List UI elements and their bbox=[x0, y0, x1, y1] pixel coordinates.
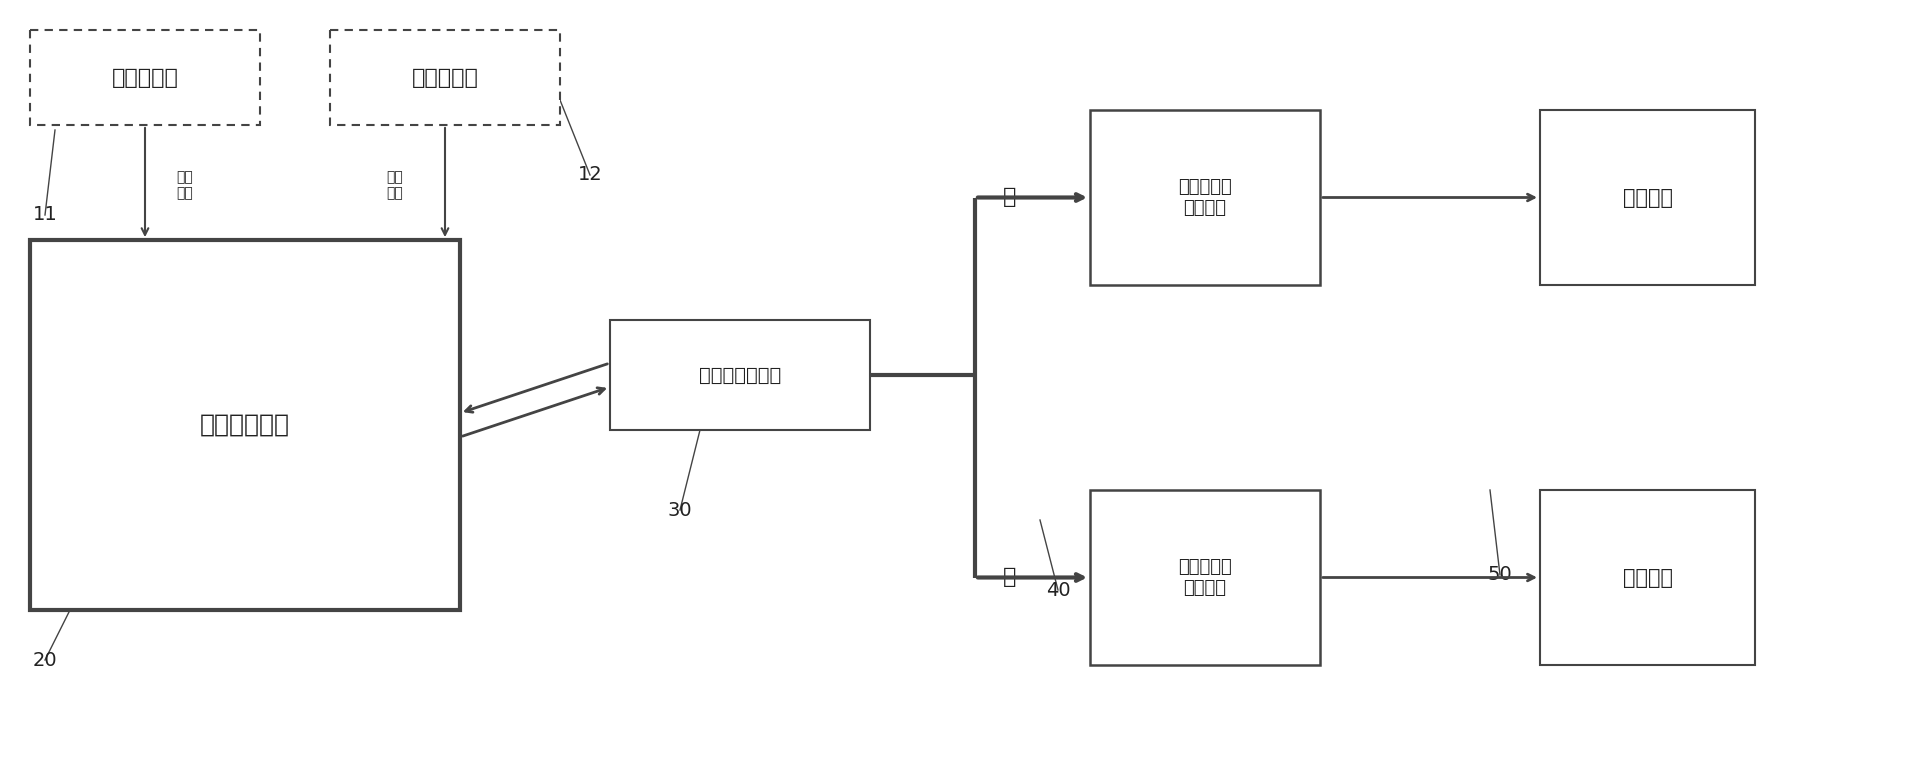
Bar bbox=[1539, 110, 1755, 285]
Text: 12: 12 bbox=[577, 165, 602, 185]
Bar bbox=[30, 30, 259, 125]
Text: 11: 11 bbox=[32, 206, 57, 224]
Text: 车身控制模块: 车身控制模块 bbox=[200, 413, 290, 437]
Bar bbox=[330, 30, 560, 125]
Text: 左: 左 bbox=[1004, 187, 1017, 207]
Text: 脚位
位置: 脚位 位置 bbox=[177, 170, 194, 200]
Text: 后视镜控制模块: 后视镜控制模块 bbox=[699, 365, 781, 384]
Bar bbox=[610, 320, 871, 430]
Text: 第一传感器: 第一传感器 bbox=[112, 68, 179, 88]
Text: 后视镜位置
记忆模块: 后视镜位置 记忆模块 bbox=[1177, 558, 1233, 597]
Text: 30: 30 bbox=[667, 501, 692, 519]
Text: 后视镜位置
记忆模块: 后视镜位置 记忆模块 bbox=[1177, 178, 1233, 217]
Text: 速度
前端: 速度 前端 bbox=[387, 170, 404, 200]
Text: 50: 50 bbox=[1488, 566, 1513, 584]
Text: 40: 40 bbox=[1046, 580, 1071, 600]
Bar bbox=[30, 240, 459, 610]
Text: 20: 20 bbox=[32, 650, 57, 670]
Text: 执行电机: 执行电机 bbox=[1623, 567, 1673, 587]
Text: 右: 右 bbox=[1004, 567, 1017, 587]
Text: 第二传感器: 第二传感器 bbox=[411, 68, 478, 88]
Bar bbox=[1090, 110, 1320, 285]
Bar bbox=[1090, 490, 1320, 665]
Bar bbox=[1539, 490, 1755, 665]
Text: 执行电机: 执行电机 bbox=[1623, 188, 1673, 207]
